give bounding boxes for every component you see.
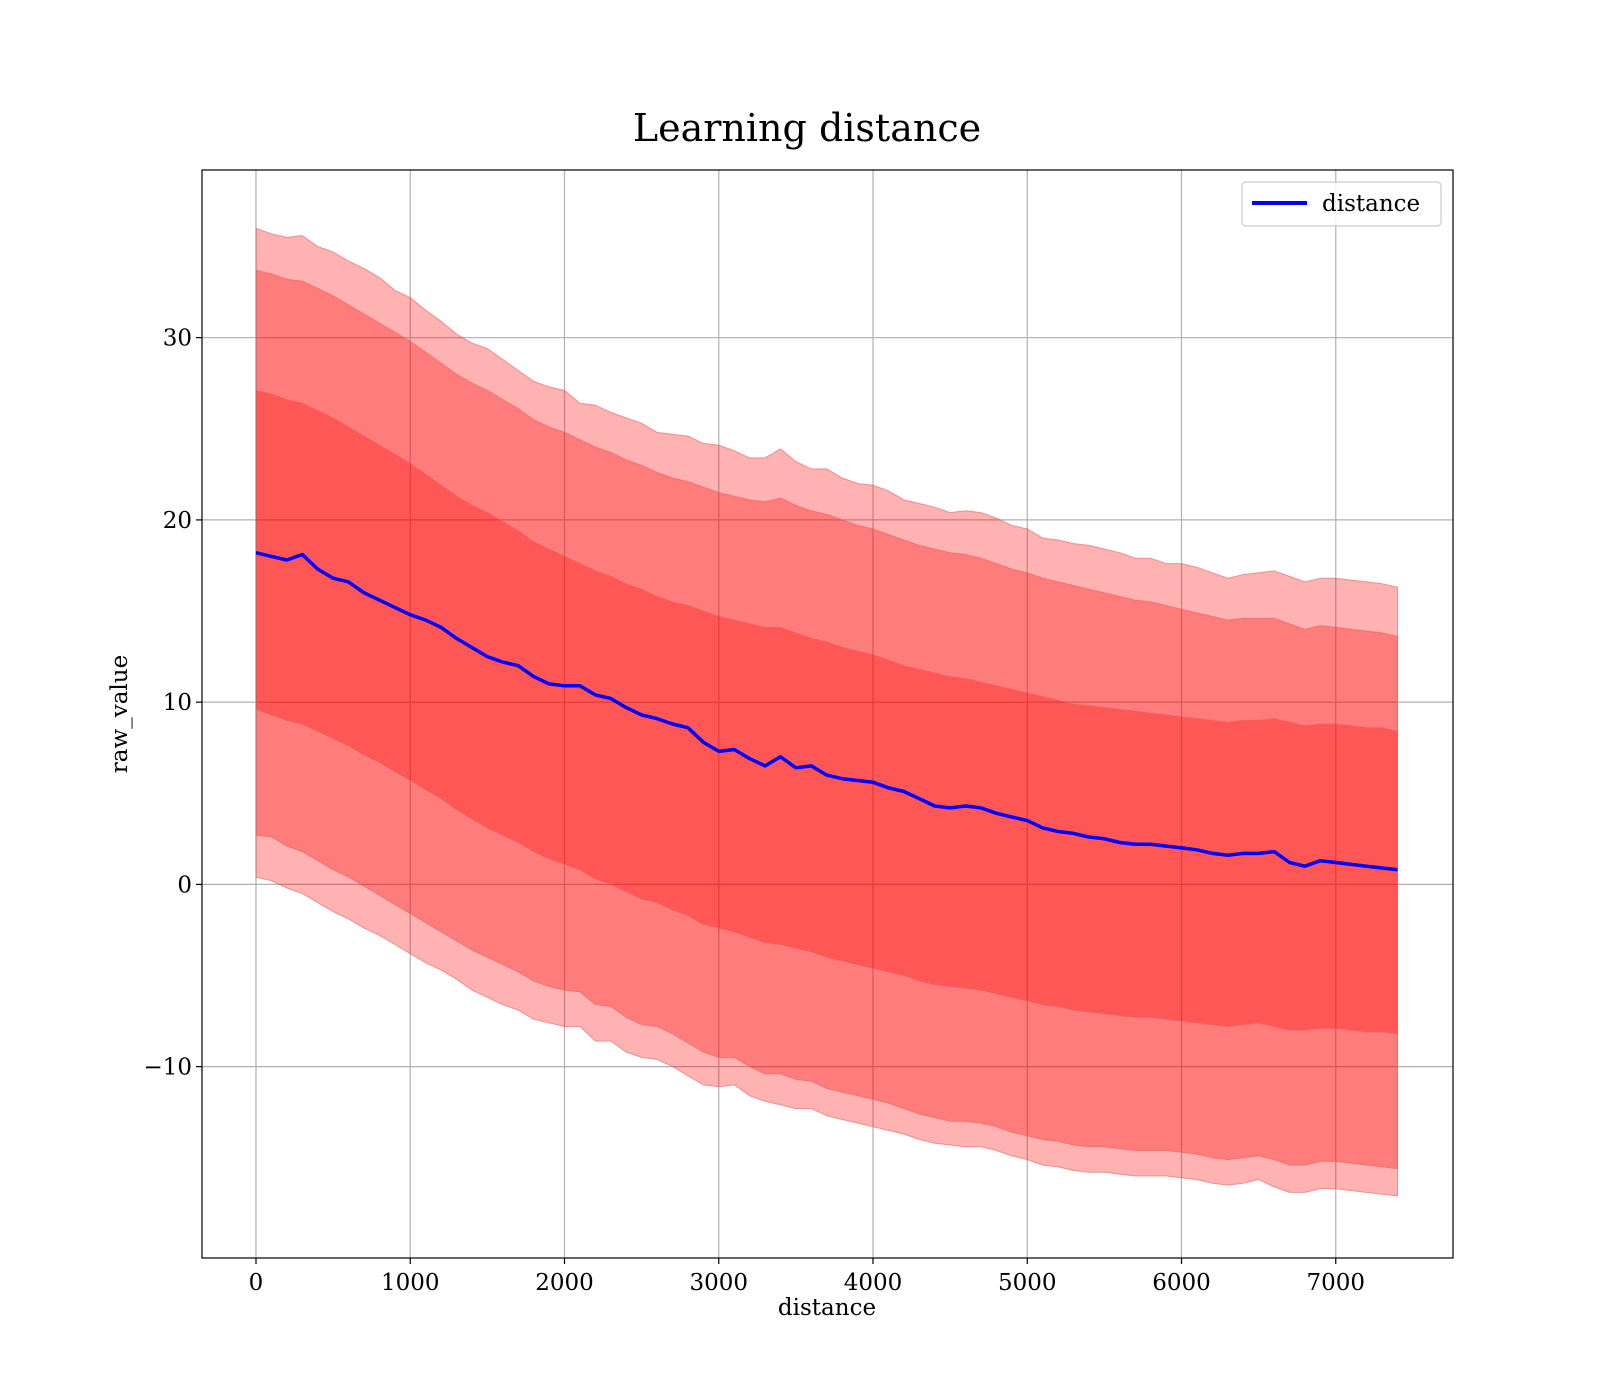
y-tick-label: 10: [163, 690, 192, 716]
y-axis-label: raw_value: [107, 655, 133, 773]
x-tick-label: 7000: [1306, 1270, 1365, 1296]
y-tick-label: 30: [163, 326, 192, 352]
x-tick-label: 3000: [689, 1270, 748, 1296]
x-tick-label: 2000: [535, 1270, 594, 1296]
legend-label-distance: distance: [1322, 191, 1420, 217]
chart-title: Learning distance: [633, 106, 981, 150]
y-tick-label: −10: [143, 1055, 192, 1081]
x-tick-label: 1000: [381, 1270, 440, 1296]
legend: distance: [1242, 182, 1441, 226]
x-axis-label: distance: [778, 1295, 876, 1321]
x-tick-label: 5000: [998, 1270, 1057, 1296]
x-tick-label: 6000: [1152, 1270, 1211, 1296]
y-tick-label: 20: [163, 508, 192, 534]
x-tick-label: 0: [249, 1270, 264, 1296]
y-tick-label: 0: [177, 872, 192, 898]
x-tick-label: 4000: [844, 1270, 903, 1296]
